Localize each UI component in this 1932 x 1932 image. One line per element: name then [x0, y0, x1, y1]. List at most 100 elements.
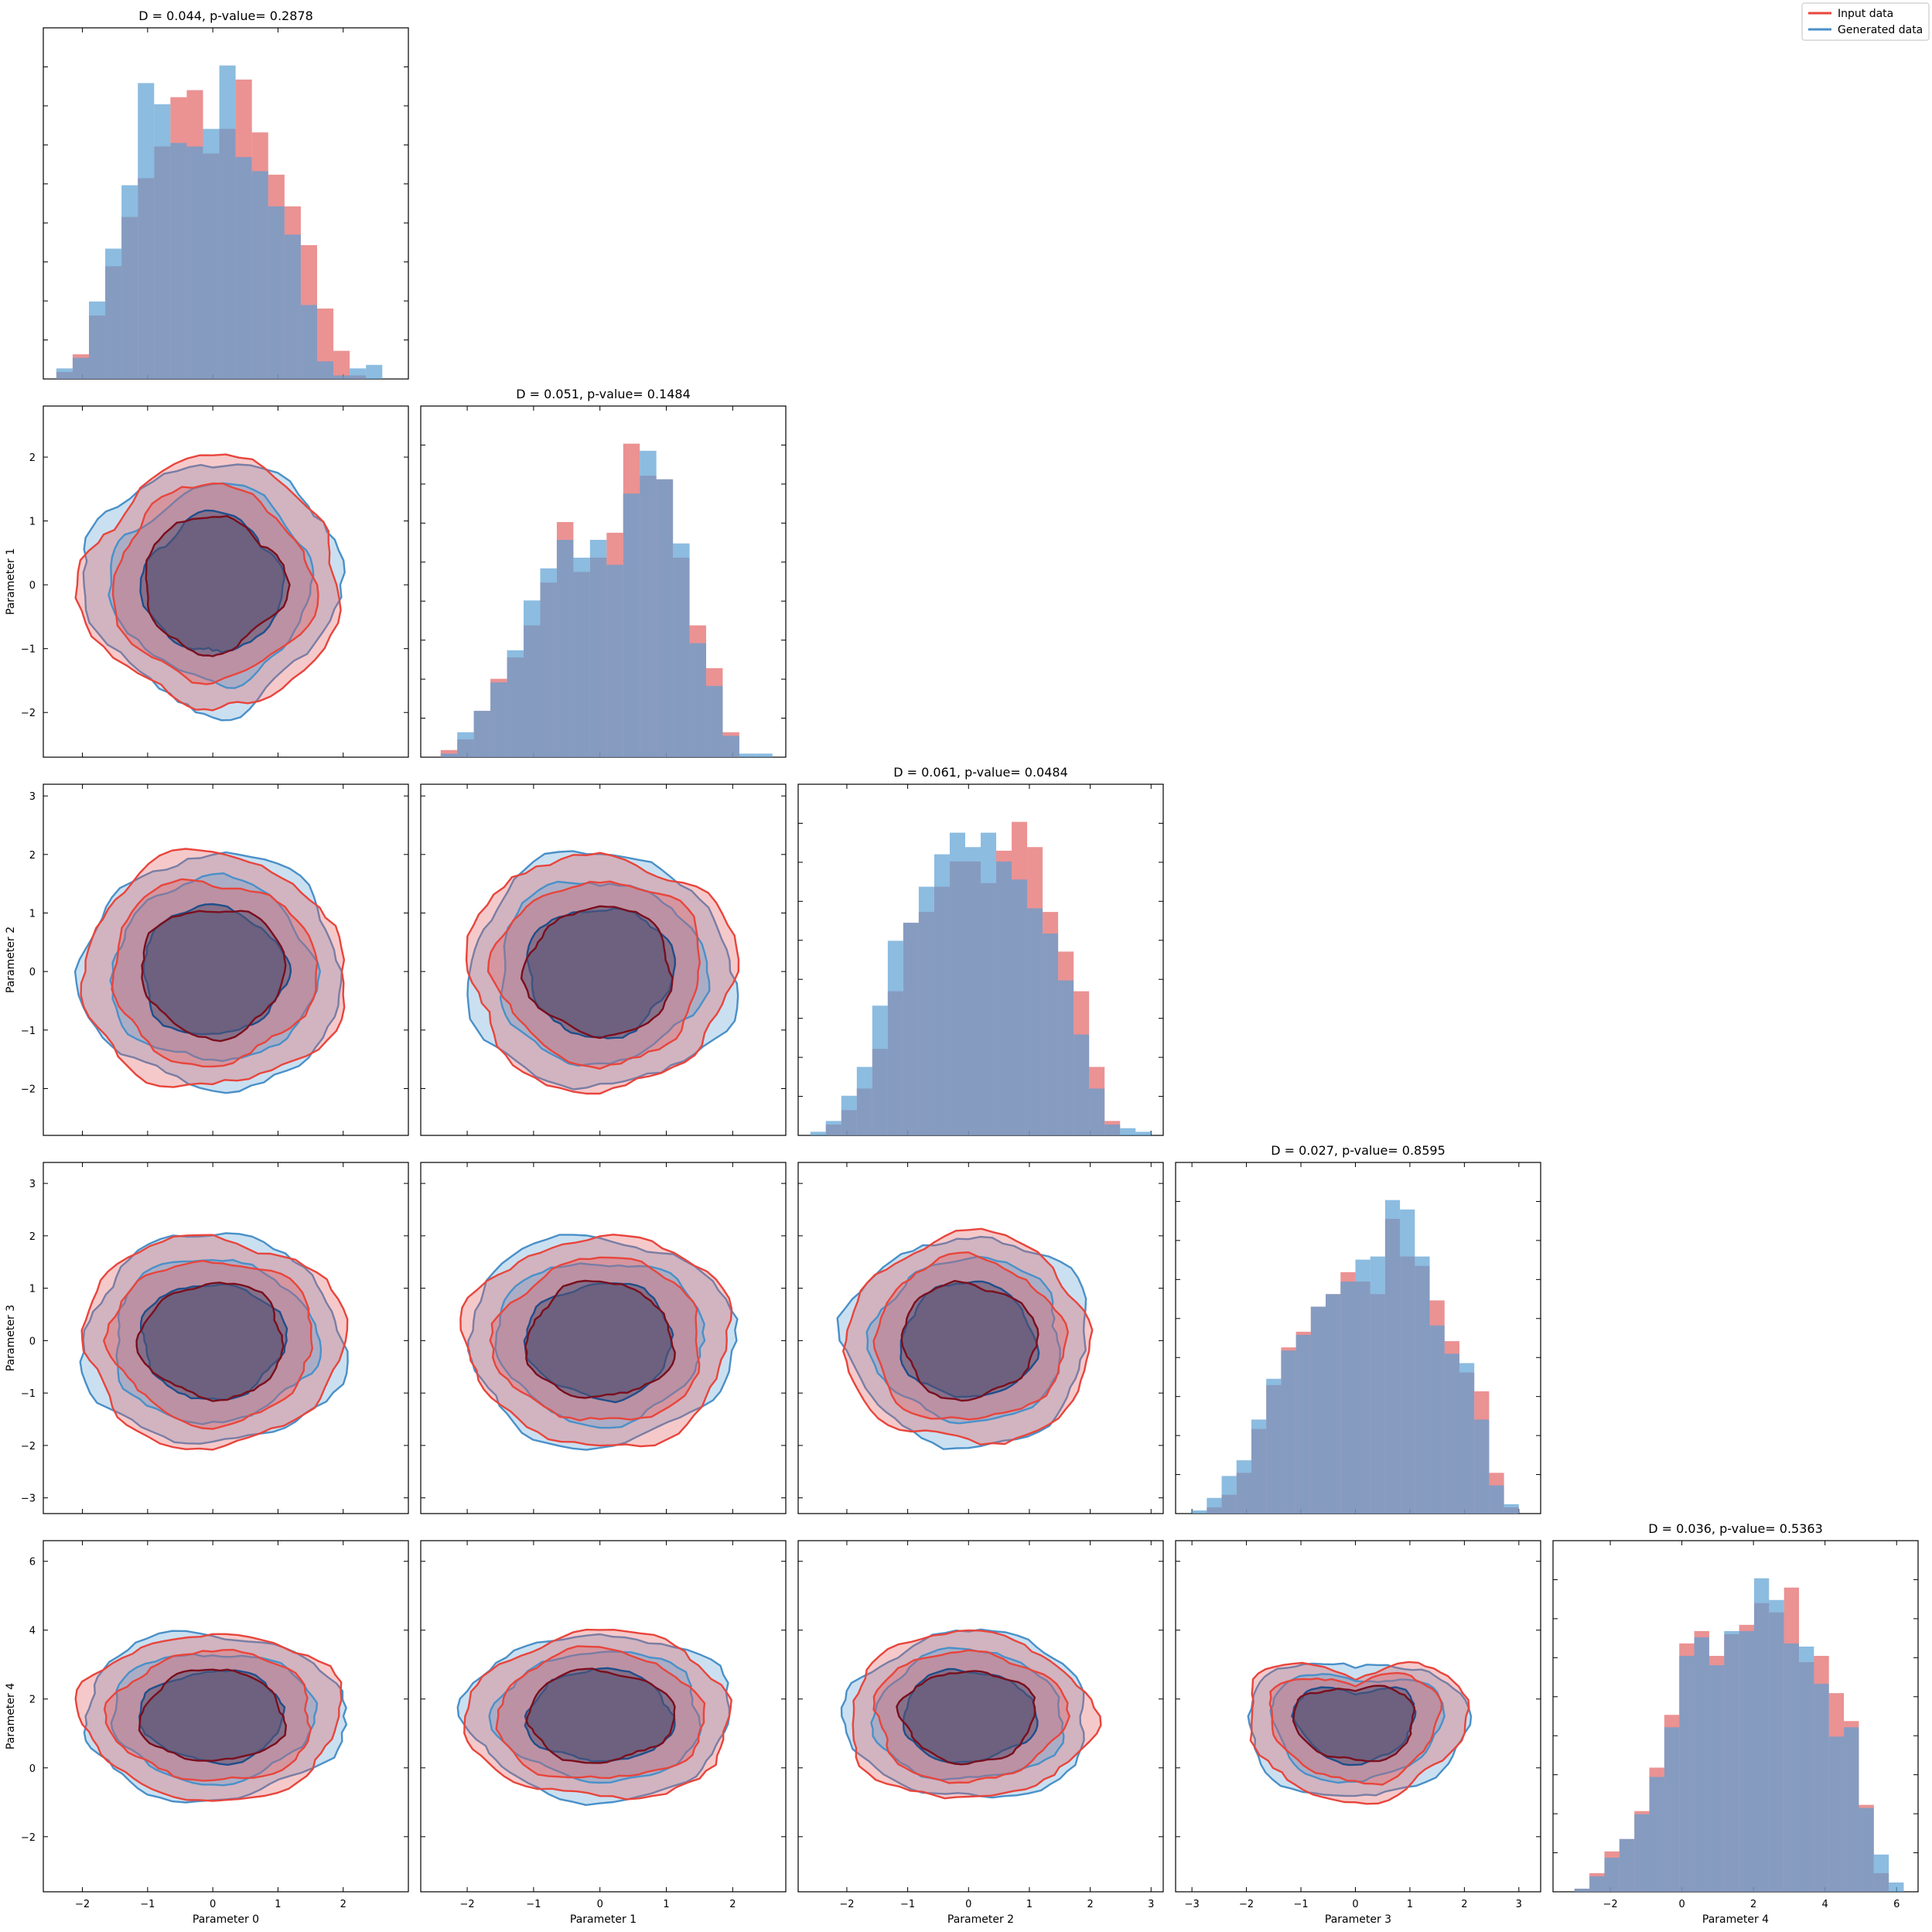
x-tick-label: 0: [597, 1899, 603, 1910]
y-tick-label: −2: [21, 708, 36, 719]
hist-bar-generated: [810, 1132, 826, 1135]
axes-frame: [43, 1162, 409, 1514]
hist-bar-generated: [1739, 1630, 1754, 1892]
hist-bar-generated: [1649, 1777, 1664, 1892]
hist-bars: [810, 821, 1152, 1135]
hist-bar-generated: [1207, 1497, 1222, 1514]
axes-frame: [43, 405, 409, 758]
hist-bar-generated: [524, 600, 541, 757]
panel-4-4: −2 0 2 4 6 D = 0.036, p-value= 0.5363: [1552, 1521, 1919, 1910]
contour-input-level-3: [525, 1667, 676, 1764]
panel-3-0: −3 −2 −1 0 1 2 3: [21, 1162, 409, 1514]
y-tick-label: 1: [29, 517, 36, 528]
y-tick-label: 4: [29, 1626, 36, 1637]
hist-bar-generated: [1873, 1854, 1889, 1892]
axes-frame: [797, 1540, 1164, 1893]
hist-bar-generated: [964, 847, 981, 1135]
legend: Input data Generated data: [1801, 2, 1930, 41]
y-tick-label: 2: [29, 1695, 36, 1706]
x-tick-label: 2: [1461, 1899, 1467, 1910]
hist-bar-generated: [556, 540, 574, 757]
hist-bar-generated: [841, 1095, 857, 1135]
y-tick-label: 0: [29, 580, 36, 592]
hist-bar-generated: [366, 364, 383, 379]
hist-bar-generated: [1444, 1353, 1459, 1514]
axes-frame: [797, 1162, 1164, 1514]
hist-bar-generated: [1012, 879, 1028, 1135]
y-tick-label: 3: [29, 1179, 36, 1190]
x-tick-label: 1: [663, 1899, 669, 1910]
hist-bar-generated: [1120, 1128, 1136, 1135]
x-tick-label: −2: [1239, 1899, 1254, 1910]
hist-bar-generated: [1429, 1325, 1445, 1514]
hist-bar-generated: [756, 753, 773, 757]
x-tick-label: 1: [275, 1899, 281, 1910]
hist-bar-generated: [473, 711, 491, 757]
contours: [456, 1628, 732, 1806]
panel-2-0: −2 −1 0 1 2 3: [21, 783, 409, 1136]
hist-bar-generated: [1844, 1727, 1859, 1892]
axes-frame: [420, 1540, 787, 1893]
contours: [836, 1227, 1094, 1450]
hist-bars: [440, 443, 773, 757]
hist-bar-generated: [1236, 1460, 1251, 1514]
panel-3-1: [420, 1162, 787, 1514]
hist-bar-generated: [268, 206, 285, 379]
x-tick-label: 0: [1678, 1899, 1685, 1910]
y-tick-label: 2: [29, 1231, 36, 1243]
hist-bar-generated: [1089, 1088, 1105, 1135]
y-tick-label: 1: [29, 1284, 36, 1295]
y-tick-label: −2: [21, 1832, 36, 1844]
y-axis-label: Parameter 1: [5, 548, 17, 615]
hist-bar-generated: [1058, 980, 1074, 1135]
hist-bar-generated: [1574, 1888, 1590, 1892]
x-tick-label: 2: [729, 1899, 736, 1910]
x-axis-label: Parameter 4: [1702, 1913, 1769, 1926]
hist-bar-generated: [1859, 1807, 1874, 1892]
x-tick-label: −2: [459, 1899, 474, 1910]
diagonal-title: D = 0.044, p-value= 0.2878: [138, 9, 313, 23]
contour-input-level-3: [900, 1279, 1039, 1402]
hist-bar-generated: [1192, 1510, 1207, 1514]
hist-bar-generated: [138, 83, 155, 379]
hist-bar-generated: [1400, 1209, 1415, 1514]
hist-bar-generated: [1619, 1838, 1635, 1892]
hist-bar-generated: [121, 185, 138, 379]
hist-bar-generated: [170, 142, 187, 379]
hist-bar-generated: [1355, 1259, 1370, 1514]
hist-bar-generated: [1604, 1857, 1620, 1892]
y-tick-label: 1: [29, 908, 36, 920]
hist-bar-generated: [825, 1121, 841, 1135]
panel-1-0: −2 −1 0 1 2: [21, 405, 409, 758]
hist-bar-generated: [1043, 934, 1059, 1135]
hist-bar-generated: [872, 1005, 888, 1135]
hist-bar-generated: [203, 128, 220, 379]
hist-bar-generated: [1370, 1256, 1385, 1514]
hist-bar-generated: [887, 940, 903, 1135]
x-tick-label: 0: [965, 1899, 971, 1910]
y-axis-label: Parameter 2: [5, 927, 17, 993]
hist-bar-generated: [706, 685, 723, 757]
contour-input-level-3: [1292, 1685, 1415, 1763]
hist-bar-generated: [1340, 1282, 1356, 1514]
legend-label-generated: Generated data: [1838, 24, 1923, 36]
hist-bar-generated: [219, 65, 236, 379]
hist-bar-generated: [300, 305, 317, 379]
x-axis-label: Parameter 0: [193, 1913, 259, 1926]
hist-bar-generated: [1251, 1419, 1267, 1514]
hist-bars: [1574, 1578, 1904, 1892]
hist-bar-generated: [1326, 1294, 1341, 1514]
hist-bar-input: [333, 350, 350, 379]
hist-bar-generated: [1459, 1363, 1475, 1514]
y-tick-label: 2: [29, 850, 36, 862]
hist-bar-generated: [154, 104, 171, 379]
hist-bar-generated: [606, 565, 623, 757]
hist-bar-generated: [623, 493, 640, 757]
hist-bar-generated: [656, 479, 674, 757]
contour-input-level-3: [138, 1668, 287, 1762]
axes-frame: [420, 783, 787, 1136]
hist-bar-generated: [1295, 1334, 1311, 1514]
diagonal-title: D = 0.051, p-value= 0.1484: [516, 387, 691, 401]
hist-bar-generated: [1664, 1727, 1680, 1892]
contour-input-level-3: [135, 1282, 285, 1402]
